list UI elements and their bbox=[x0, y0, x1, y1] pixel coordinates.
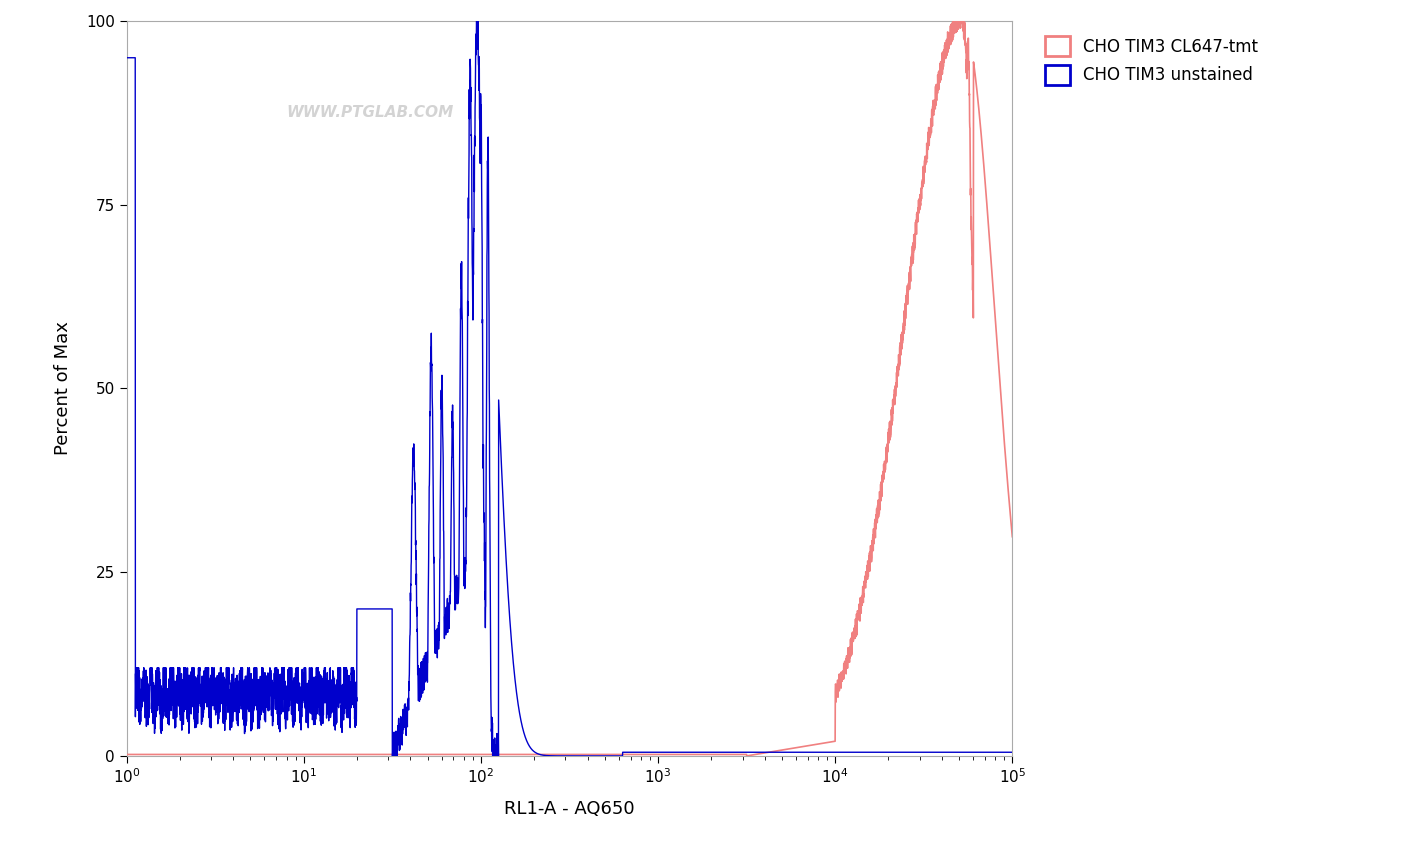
X-axis label: RL1-A - AQ650: RL1-A - AQ650 bbox=[505, 801, 634, 819]
Y-axis label: Percent of Max: Percent of Max bbox=[53, 321, 72, 455]
Text: WWW.PTGLAB.COM: WWW.PTGLAB.COM bbox=[285, 105, 453, 119]
Legend: CHO TIM3 CL647-tmt, CHO TIM3 unstained: CHO TIM3 CL647-tmt, CHO TIM3 unstained bbox=[1039, 29, 1265, 92]
